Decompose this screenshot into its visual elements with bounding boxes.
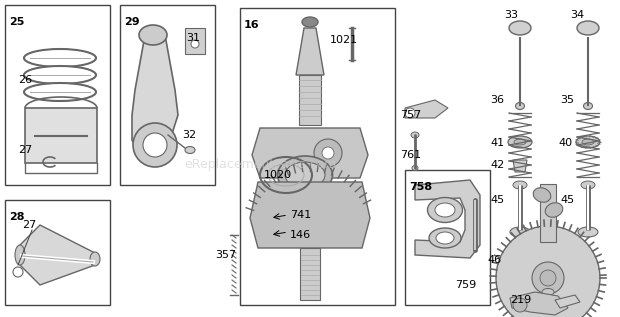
Ellipse shape [90, 252, 100, 266]
Ellipse shape [508, 136, 532, 148]
Bar [185, 28, 205, 54]
Text: 36: 36 [490, 95, 504, 105]
Text: 1021: 1021 [330, 35, 358, 45]
Text: 25: 25 [9, 17, 24, 27]
Text: 45: 45 [560, 195, 574, 205]
Ellipse shape [429, 228, 461, 248]
Bar [120, 5, 215, 185]
Circle shape [405, 108, 415, 118]
Bar [5, 200, 110, 305]
Ellipse shape [412, 165, 418, 171]
Ellipse shape [583, 102, 593, 109]
Circle shape [13, 267, 23, 277]
Ellipse shape [15, 245, 25, 265]
Ellipse shape [435, 203, 455, 217]
Bar [405, 170, 490, 305]
Text: 758: 758 [409, 182, 432, 192]
Polygon shape [296, 28, 324, 75]
Circle shape [143, 133, 167, 157]
Bar [5, 5, 110, 185]
Ellipse shape [24, 49, 96, 67]
Ellipse shape [185, 146, 195, 153]
Ellipse shape [24, 66, 96, 84]
Circle shape [513, 298, 527, 312]
Text: 29: 29 [124, 17, 140, 27]
Text: 41: 41 [490, 138, 504, 148]
Polygon shape [132, 30, 178, 155]
Text: 40: 40 [558, 138, 572, 148]
Ellipse shape [285, 162, 325, 188]
Text: 46: 46 [487, 255, 501, 265]
Text: 34: 34 [570, 10, 584, 20]
Text: 31: 31 [186, 33, 200, 43]
Ellipse shape [436, 232, 454, 244]
Circle shape [532, 262, 564, 294]
Ellipse shape [509, 21, 531, 35]
Text: 146: 146 [290, 230, 311, 240]
Text: 32: 32 [182, 130, 196, 140]
Polygon shape [555, 295, 580, 308]
Text: 757: 757 [400, 110, 421, 120]
Ellipse shape [542, 288, 554, 295]
Ellipse shape [578, 227, 598, 237]
Ellipse shape [581, 181, 595, 189]
Circle shape [540, 270, 556, 286]
Text: 42: 42 [490, 160, 504, 170]
Text: 28: 28 [9, 212, 25, 222]
Text: 1020: 1020 [264, 170, 292, 180]
Circle shape [133, 123, 177, 167]
Ellipse shape [545, 203, 563, 217]
Ellipse shape [513, 181, 527, 189]
Polygon shape [252, 128, 368, 178]
Ellipse shape [428, 197, 463, 223]
Polygon shape [513, 160, 527, 172]
Ellipse shape [582, 139, 594, 145]
Text: 761: 761 [400, 150, 421, 160]
Text: 16: 16 [244, 20, 260, 30]
Circle shape [322, 147, 334, 159]
Text: 357: 357 [215, 250, 236, 260]
Bar [25, 108, 97, 163]
Bar [300, 248, 320, 300]
Circle shape [314, 139, 342, 167]
Text: 33: 33 [504, 10, 518, 20]
Ellipse shape [411, 132, 419, 138]
Bar [299, 75, 321, 125]
Text: 35: 35 [560, 95, 574, 105]
Ellipse shape [577, 21, 599, 35]
Bar [240, 8, 395, 305]
Text: 759: 759 [455, 280, 476, 290]
Polygon shape [20, 225, 95, 285]
Text: 26: 26 [18, 75, 32, 85]
Text: eReplacementParts.com: eReplacementParts.com [184, 158, 337, 171]
Polygon shape [415, 180, 480, 258]
Text: 27: 27 [18, 145, 32, 155]
Ellipse shape [302, 17, 318, 27]
Bar [540, 184, 556, 242]
Ellipse shape [515, 102, 525, 109]
Circle shape [496, 226, 600, 317]
Text: 45: 45 [490, 195, 504, 205]
Polygon shape [510, 292, 568, 315]
Ellipse shape [510, 227, 530, 237]
Ellipse shape [191, 40, 199, 48]
Text: 219: 219 [510, 295, 531, 305]
Polygon shape [250, 182, 370, 248]
Ellipse shape [514, 139, 526, 145]
Ellipse shape [278, 156, 332, 194]
Ellipse shape [576, 136, 600, 148]
Polygon shape [405, 100, 448, 118]
Ellipse shape [139, 25, 167, 45]
Text: 741: 741 [290, 210, 311, 220]
Text: 27: 27 [22, 220, 36, 230]
Ellipse shape [24, 83, 96, 101]
Ellipse shape [533, 188, 551, 202]
